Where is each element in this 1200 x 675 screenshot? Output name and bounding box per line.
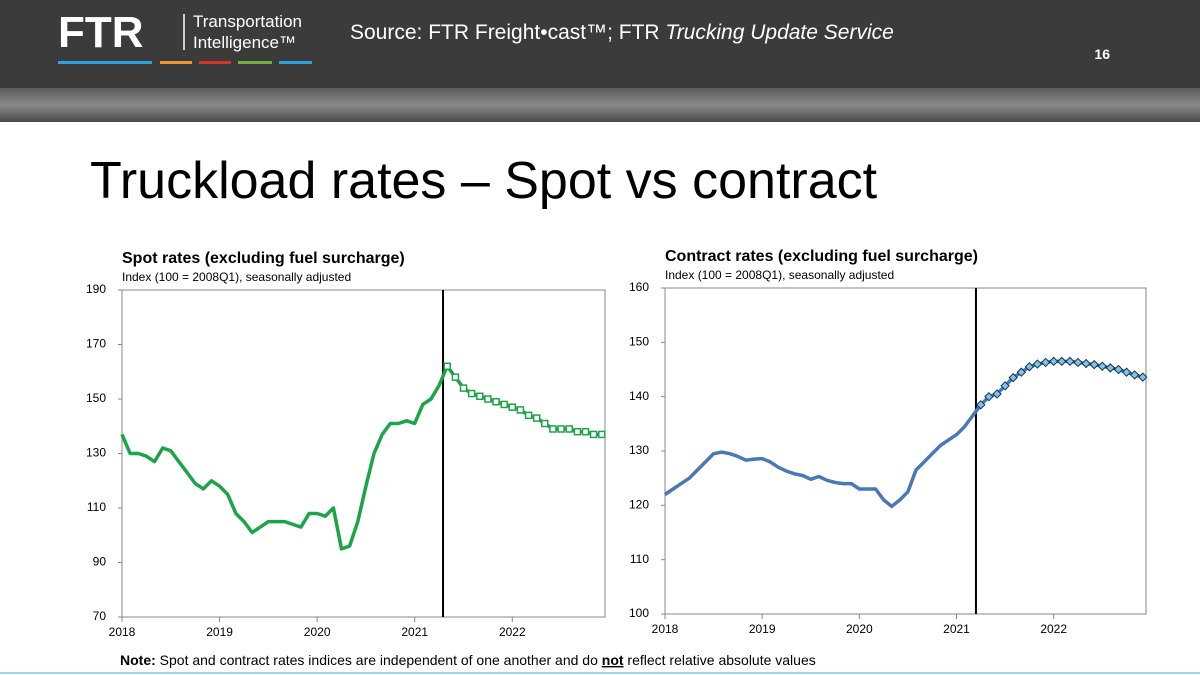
note-label: Note: [120, 652, 156, 668]
x-tick-label: 2020 [304, 625, 331, 639]
forecast-marker [1073, 357, 1083, 368]
note-text: Spot and contract rates indices are inde… [156, 652, 602, 668]
forecast-marker [1016, 367, 1027, 377]
forecast-marker [532, 414, 541, 422]
forecast-marker [573, 427, 582, 436]
x-tick-label: 2021 [401, 625, 428, 639]
forecast-marker [524, 411, 533, 420]
forecast-marker [1129, 370, 1140, 380]
forecast-marker [492, 397, 500, 406]
forecast-marker [476, 392, 484, 401]
forecast-marker [1024, 362, 1035, 372]
slide-title: Truckload rates – Spot vs contract [90, 152, 878, 210]
forecast-marker [1008, 372, 1018, 383]
forecast-marker [459, 384, 468, 392]
logo-bars [58, 61, 312, 64]
forecast-marker [992, 389, 1002, 399]
forecast-marker [976, 400, 986, 410]
x-tick-label: 2018 [109, 625, 136, 639]
note-text: reflect relative absolute values [624, 652, 816, 668]
source-italic: Trucking Update Service [665, 21, 893, 44]
plot-area [664, 287, 1147, 615]
forecast-marker [1048, 356, 1059, 367]
forecast-marker [581, 427, 590, 436]
y-tick-label: 170 [86, 337, 106, 351]
forecast-marker [1000, 381, 1010, 391]
data-line [664, 359, 1144, 509]
y-tick-label: 110 [87, 500, 106, 514]
y-tick-label: 100 [629, 606, 649, 620]
forecast-marker [549, 425, 557, 433]
note: Note: Spot and contract rates indices ar… [120, 652, 816, 668]
y-tick-label: 110 [630, 552, 649, 566]
x-tick-label: 2022 [1040, 622, 1067, 636]
y-tick-label: 90 [93, 555, 107, 569]
forecast-marker [1097, 361, 1107, 371]
x-tick-label: 2022 [499, 625, 526, 639]
y-tick-label: 160 [629, 280, 649, 294]
source-text: Source: FTR Freight•cast™; FTR [350, 21, 665, 44]
forecast-marker [467, 389, 476, 398]
y-tick-label: 150 [86, 391, 106, 405]
forecast-marker [1065, 356, 1075, 367]
forecast-marker [1057, 356, 1067, 367]
forecast-marker [984, 391, 994, 402]
forecast-marker [1089, 359, 1099, 370]
forecast-marker [484, 395, 492, 403]
forecast-marker [1121, 367, 1132, 377]
plot-area [121, 289, 606, 618]
forecast-marker [451, 373, 460, 381]
forecast-marker [1105, 363, 1116, 373]
forecast-marker [1113, 364, 1124, 375]
forecast-marker [565, 425, 573, 433]
forecast-marker [443, 362, 451, 371]
forecast-marker [1081, 358, 1091, 369]
forecast-marker [1138, 372, 1148, 382]
forecast-marker [589, 430, 598, 439]
forecast-marker [500, 400, 508, 409]
x-tick-label: 2021 [943, 622, 970, 636]
note-emphasis: not [602, 652, 624, 668]
forecast-marker [541, 419, 549, 428]
chart-title: Contract rates (excluding fuel surcharge… [665, 248, 978, 265]
forecast-marker [1032, 359, 1043, 369]
y-tick-label: 70 [93, 609, 107, 623]
x-tick-label: 2020 [846, 622, 873, 636]
chart-title: Spot rates (excluding fuel surcharge) [122, 250, 405, 267]
logo: FTR [58, 8, 144, 57]
x-tick-label: 2019 [206, 625, 233, 639]
forecast-marker [508, 403, 517, 411]
y-tick-label: 130 [629, 443, 649, 457]
y-tick-label: 150 [629, 335, 649, 349]
chart-subtitle: Index (100 = 2008Q1), seasonally adjuste… [122, 270, 351, 284]
forecast-marker [598, 430, 606, 439]
y-tick-label: 190 [86, 282, 106, 296]
logo-text: Intelligence™ [193, 33, 296, 52]
forecast-marker [516, 406, 525, 414]
data-line [120, 364, 602, 551]
x-tick-label: 2018 [652, 622, 679, 636]
y-tick-label: 140 [629, 389, 649, 403]
logo-text: Transportation [193, 12, 302, 31]
x-tick-label: 2019 [749, 622, 776, 636]
y-tick-label: 130 [86, 446, 106, 460]
forecast-marker [557, 425, 565, 433]
header-stripe [0, 88, 1200, 122]
y-tick-label: 120 [629, 498, 649, 512]
chart-subtitle: Index (100 = 2008Q1), seasonally adjuste… [665, 268, 894, 282]
page-number: 16 [1094, 46, 1110, 62]
source: Source: FTR Freight•cast™; FTR Trucking … [350, 21, 894, 44]
forecast-marker [1040, 357, 1051, 368]
